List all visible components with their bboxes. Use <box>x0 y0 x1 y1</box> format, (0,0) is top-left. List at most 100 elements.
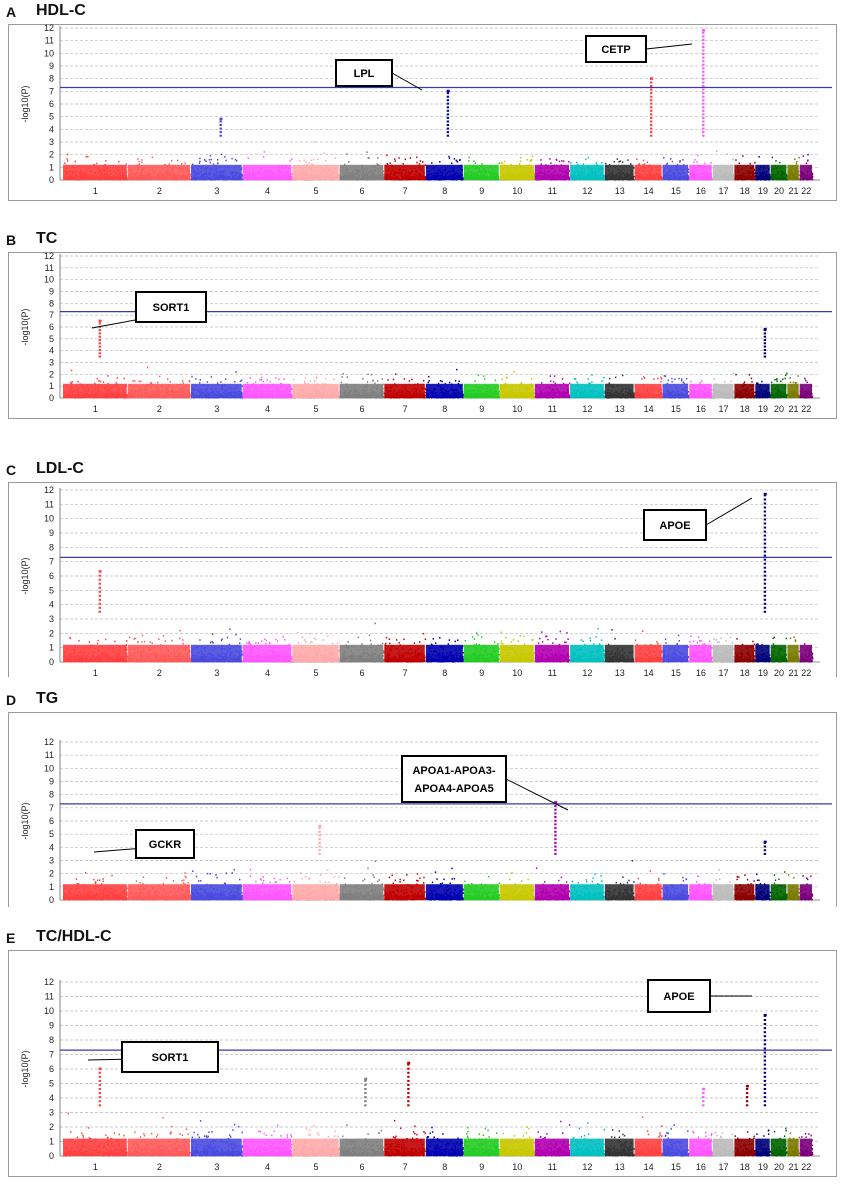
snp-point <box>368 157 370 159</box>
snp-point <box>291 177 293 179</box>
y-axis-title: -log10(P) <box>20 85 30 122</box>
snp-point <box>199 160 201 163</box>
snp-density-band <box>712 164 734 180</box>
snp-point <box>811 172 814 175</box>
snp-point <box>325 160 327 162</box>
snp-point <box>141 161 143 164</box>
snp-point <box>540 163 542 165</box>
snp-point <box>555 158 558 161</box>
snp-point <box>754 172 756 174</box>
snp-point <box>85 155 87 158</box>
chromosome-label: 1 <box>93 186 98 196</box>
snp-point <box>769 175 771 178</box>
peak-point <box>650 102 653 105</box>
snp-density-band <box>242 164 292 180</box>
snp-point <box>217 162 219 164</box>
snp-point <box>666 162 669 165</box>
snp-point <box>241 178 243 181</box>
snp-point <box>409 157 412 159</box>
snp-point <box>192 163 194 166</box>
snp-point <box>74 160 76 163</box>
snp-point <box>404 158 406 161</box>
snp-density-band <box>689 164 712 180</box>
chromosome-points-8 <box>425 155 464 181</box>
snp-point <box>671 160 674 163</box>
snp-point <box>419 160 422 162</box>
snp-point <box>87 156 89 158</box>
snp-point <box>687 176 690 179</box>
snp-point <box>619 160 621 162</box>
snp-point <box>710 161 712 164</box>
peak-point <box>219 120 222 123</box>
peak-point <box>650 134 653 137</box>
peak-point <box>446 116 450 119</box>
snp-point <box>687 171 690 173</box>
snp-point <box>549 158 551 160</box>
snp-point <box>735 159 737 161</box>
chromosome-label: 15 <box>671 186 681 196</box>
chromosome-label: 17 <box>718 186 728 196</box>
snp-point <box>317 158 319 161</box>
snp-point <box>605 162 607 165</box>
peak-point <box>650 124 653 126</box>
snp-point <box>562 160 565 162</box>
snp-point <box>663 157 665 159</box>
snp-point <box>582 163 585 165</box>
snp-density-band <box>787 164 799 180</box>
snp-point <box>679 160 681 162</box>
panel-a: A HDL-C 0 1 2 3 4 5 6 7 8 9 10 11 12 -log10(P) 1 2 3 4 5 6 7… <box>0 0 860 232</box>
peak-point <box>650 131 653 134</box>
chromosome-label: 3 <box>214 186 219 196</box>
snp-point <box>234 158 237 161</box>
panel-letter: A <box>6 4 16 20</box>
snp-point <box>377 157 379 159</box>
snp-point <box>468 156 470 159</box>
chromosome-points-21 <box>787 156 800 181</box>
snp-point <box>687 168 689 170</box>
snp-point <box>798 178 800 181</box>
chromosome-label: 16 <box>696 186 706 196</box>
peak-point <box>650 116 653 119</box>
snp-point <box>338 179 340 181</box>
snp-point <box>754 161 756 164</box>
snp-point <box>742 155 744 157</box>
peak-point <box>650 92 653 95</box>
snp-point <box>526 158 529 161</box>
y-tick-label: 8 <box>49 74 54 84</box>
snp-point <box>225 159 227 162</box>
snp-density-band <box>570 164 604 180</box>
snp-point <box>473 160 475 162</box>
snp-point <box>217 158 219 161</box>
snp-point <box>125 163 127 166</box>
snp-point <box>796 160 798 163</box>
snp-point <box>661 177 663 179</box>
snp-point <box>262 156 265 158</box>
peak-point <box>446 131 450 134</box>
peak-point <box>702 106 705 109</box>
peak-point <box>702 109 705 112</box>
snp-point <box>199 157 201 160</box>
snp-point <box>786 175 788 177</box>
snp-point <box>181 163 183 165</box>
snp-point <box>451 162 453 165</box>
snp-point <box>585 158 587 161</box>
snp-point <box>633 175 635 178</box>
snp-point <box>93 163 96 166</box>
peak-point <box>702 124 705 126</box>
peak-point <box>702 99 705 102</box>
peak-point <box>446 120 450 123</box>
snp-point <box>310 159 313 162</box>
chromosome-points-13 <box>604 158 635 181</box>
snp-point <box>366 151 368 153</box>
peak-point <box>650 120 653 123</box>
snp-density-band <box>425 164 463 180</box>
snp-point <box>738 162 740 165</box>
snp-point <box>618 161 620 163</box>
peak-point <box>702 77 705 80</box>
snp-point <box>785 178 788 181</box>
snp-point <box>291 173 293 175</box>
peak-point <box>702 49 705 52</box>
snp-point <box>630 163 632 165</box>
chromosome-label: 10 <box>512 186 522 196</box>
snp-point <box>518 163 521 165</box>
